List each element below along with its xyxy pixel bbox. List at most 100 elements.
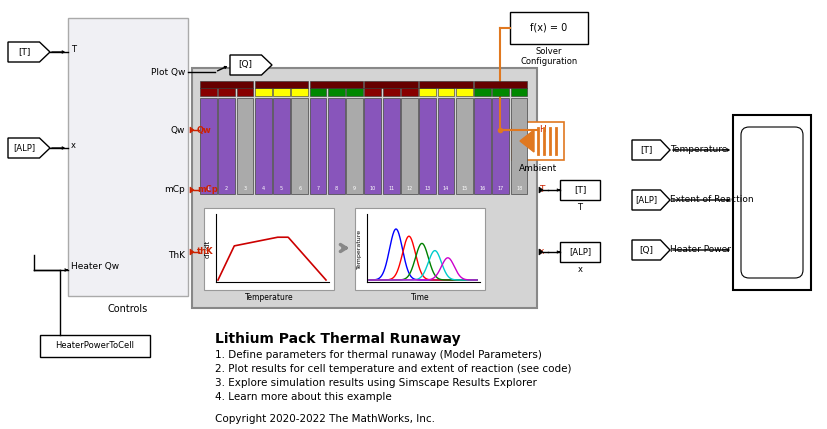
Bar	[732, 115, 810, 290]
Text: 14: 14	[442, 185, 448, 190]
Polygon shape	[8, 138, 50, 158]
Polygon shape	[538, 249, 543, 255]
Bar	[355, 208, 485, 290]
Text: Heater Power: Heater Power	[669, 245, 730, 254]
Text: 9: 9	[352, 185, 356, 190]
Text: [Q]: [Q]	[638, 245, 653, 254]
Bar	[255, 81, 308, 88]
Polygon shape	[631, 240, 669, 260]
Text: x: x	[71, 141, 76, 149]
Text: 6: 6	[298, 185, 301, 190]
Bar	[510, 98, 527, 194]
Bar	[492, 88, 509, 96]
Text: [ALP]: [ALP]	[568, 248, 590, 257]
Text: 3. Explore simulation results using Simscape Results Explorer: 3. Explore simulation results using Sims…	[215, 378, 536, 388]
Text: Copyright 2020-2022 The MathWorks, Inc.: Copyright 2020-2022 The MathWorks, Inc.	[215, 414, 434, 424]
Text: 13: 13	[424, 185, 430, 190]
Text: 18: 18	[515, 185, 522, 190]
Text: [T]: [T]	[18, 48, 30, 57]
Text: [T]: [T]	[639, 145, 652, 154]
Polygon shape	[8, 42, 50, 62]
Bar	[474, 81, 527, 88]
Bar	[418, 81, 472, 88]
Text: 15: 15	[461, 185, 466, 190]
Text: 1: 1	[207, 185, 210, 190]
FancyBboxPatch shape	[740, 127, 802, 278]
Text: T: T	[538, 185, 543, 194]
Polygon shape	[189, 249, 194, 255]
Text: Temperature: Temperature	[669, 145, 726, 154]
Bar	[291, 88, 308, 96]
Bar	[509, 12, 587, 44]
Polygon shape	[631, 190, 669, 210]
Text: 12: 12	[406, 185, 412, 190]
Bar	[203, 208, 333, 290]
Bar	[437, 88, 454, 96]
Text: Temperature: Temperature	[245, 293, 293, 302]
Bar	[437, 98, 454, 194]
Bar	[364, 88, 380, 96]
Bar	[255, 98, 271, 194]
Bar	[510, 88, 527, 96]
Text: dT/dt: dT/dt	[205, 240, 211, 258]
Polygon shape	[230, 55, 272, 75]
Text: 3: 3	[243, 185, 246, 190]
Text: Qw: Qw	[170, 126, 184, 135]
Text: Controls: Controls	[108, 304, 148, 314]
Bar	[382, 98, 399, 194]
Text: [ALP]: [ALP]	[634, 196, 657, 205]
Bar	[237, 98, 253, 194]
Text: 8: 8	[334, 185, 337, 190]
Text: 2: 2	[225, 185, 228, 190]
Text: Extent of Reaction: Extent of Reaction	[669, 196, 753, 205]
Bar	[200, 98, 217, 194]
Text: 4. Learn more about this example: 4. Learn more about this example	[215, 392, 391, 402]
Polygon shape	[631, 140, 669, 160]
Bar	[40, 335, 150, 357]
Text: Ambient: Ambient	[519, 164, 557, 173]
Bar	[218, 88, 235, 96]
Text: Qw: Qw	[197, 126, 212, 135]
Text: Lithium Pack Thermal Runaway: Lithium Pack Thermal Runaway	[215, 332, 460, 346]
Bar	[382, 88, 399, 96]
Bar	[192, 68, 537, 308]
Text: f(x) = 0: f(x) = 0	[530, 23, 567, 33]
Bar	[418, 98, 436, 194]
Text: Plot Qw: Plot Qw	[151, 67, 184, 76]
Text: 2. Plot results for cell temperature and extent of reaction (see code): 2. Plot results for cell temperature and…	[215, 364, 571, 374]
Bar	[218, 98, 235, 194]
Text: T: T	[71, 45, 76, 54]
Bar	[200, 88, 217, 96]
Text: thK: thK	[197, 248, 213, 257]
Polygon shape	[538, 187, 543, 193]
Text: 16: 16	[479, 185, 485, 190]
Text: H: H	[538, 126, 545, 135]
Bar	[255, 88, 271, 96]
Bar	[400, 98, 418, 194]
Text: 11: 11	[388, 185, 394, 190]
Bar	[492, 98, 509, 194]
Bar	[474, 88, 490, 96]
Bar	[346, 98, 362, 194]
Text: 1. Define parameters for thermal runaway (Model Parameters): 1. Define parameters for thermal runaway…	[215, 350, 541, 360]
Text: ThK: ThK	[168, 251, 184, 260]
Bar	[309, 88, 326, 96]
Text: Time: Time	[410, 293, 428, 302]
Bar	[309, 98, 326, 194]
Text: [Q]: [Q]	[237, 60, 251, 69]
Bar	[309, 81, 362, 88]
Text: 7: 7	[316, 185, 319, 190]
Polygon shape	[189, 127, 194, 133]
Text: 10: 10	[370, 185, 375, 190]
Bar	[559, 242, 600, 262]
Text: 4: 4	[261, 185, 265, 190]
Bar	[364, 81, 418, 88]
Bar	[364, 98, 380, 194]
Polygon shape	[189, 187, 194, 193]
Bar	[346, 88, 362, 96]
Text: mCp: mCp	[197, 185, 218, 194]
Text: Temperature: Temperature	[356, 229, 361, 269]
Bar	[456, 88, 472, 96]
Text: 5: 5	[280, 185, 283, 190]
Bar	[418, 88, 436, 96]
